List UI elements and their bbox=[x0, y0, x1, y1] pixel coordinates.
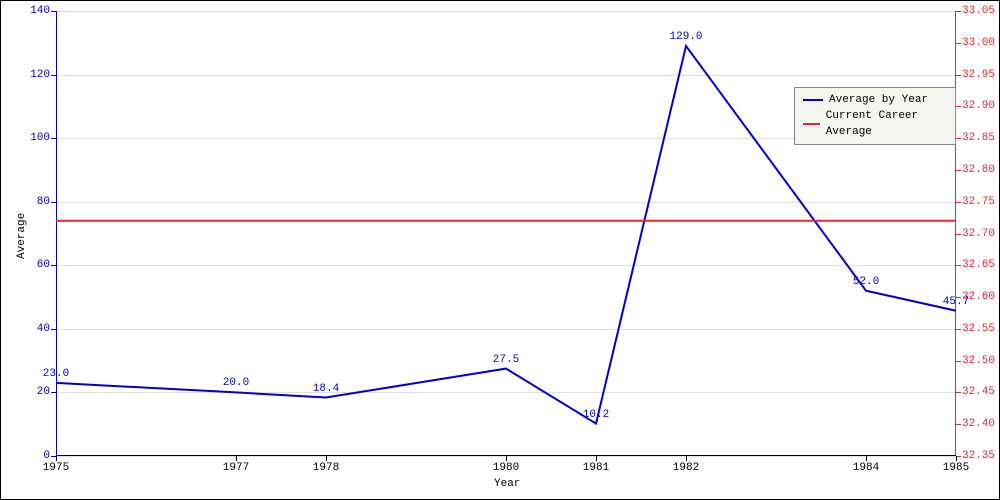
x-tick-label: 1980 bbox=[493, 462, 519, 474]
y-left-tick-label: 20 bbox=[37, 386, 50, 398]
y-right-tick-label: 32.95 bbox=[962, 69, 995, 81]
x-tick bbox=[686, 456, 687, 461]
y-left-tick-label: 0 bbox=[43, 450, 50, 462]
x-tick bbox=[956, 456, 957, 461]
y-right-tick bbox=[956, 75, 961, 76]
legend-item: Average by Year bbox=[803, 92, 947, 108]
y-right-tick bbox=[956, 202, 961, 203]
y-right-tick bbox=[956, 234, 961, 235]
x-tick-label: 1975 bbox=[43, 462, 69, 474]
x-tick-label: 1982 bbox=[673, 462, 699, 474]
y-right-tick bbox=[956, 11, 961, 12]
y-right-tick-label: 32.55 bbox=[962, 323, 995, 335]
legend-swatch bbox=[803, 99, 823, 101]
y-right-tick bbox=[956, 106, 961, 107]
x-tick bbox=[506, 456, 507, 461]
legend-item: Current Career Average bbox=[803, 108, 947, 140]
y-left-tick-label: 100 bbox=[30, 132, 50, 144]
data-point-label: 129.0 bbox=[669, 31, 702, 43]
x-axis-title: Year bbox=[494, 478, 520, 490]
data-point-label: 45.7 bbox=[943, 296, 969, 308]
x-tick-label: 1977 bbox=[223, 462, 249, 474]
y-axis-title: Average bbox=[16, 212, 28, 258]
y-right-tick-label: 32.35 bbox=[962, 450, 995, 462]
y-right-tick-label: 32.45 bbox=[962, 386, 995, 398]
y-right-tick bbox=[956, 43, 961, 44]
legend-label: Average by Year bbox=[829, 92, 928, 108]
x-tick bbox=[56, 456, 57, 461]
plot-area: 02040608010012014032.3532.4032.4532.5032… bbox=[56, 11, 956, 456]
y-right-tick-label: 32.75 bbox=[962, 196, 995, 208]
y-right-tick bbox=[956, 329, 961, 330]
x-tick bbox=[596, 456, 597, 461]
y-right-tick-label: 33.00 bbox=[962, 37, 995, 49]
x-tick-label: 1981 bbox=[583, 462, 609, 474]
data-point-label: 20.0 bbox=[223, 377, 249, 389]
y-right-tick bbox=[956, 138, 961, 139]
y-left-tick-label: 80 bbox=[37, 196, 50, 208]
y-left-tick-label: 40 bbox=[37, 323, 50, 335]
x-tick bbox=[236, 456, 237, 461]
y-right-tick-label: 32.65 bbox=[962, 259, 995, 271]
y-left-tick-label: 120 bbox=[30, 69, 50, 81]
data-point-label: 18.4 bbox=[313, 383, 339, 395]
series-svg bbox=[56, 11, 956, 456]
y-right-tick bbox=[956, 392, 961, 393]
data-point-label: 52.0 bbox=[853, 276, 879, 288]
y-right-tick-label: 32.70 bbox=[962, 228, 995, 240]
y-right-tick bbox=[956, 361, 961, 362]
x-tick bbox=[866, 456, 867, 461]
x-tick-label: 1984 bbox=[853, 462, 879, 474]
legend: Average by YearCurrent Career Average bbox=[794, 87, 956, 145]
legend-label: Current Career Average bbox=[826, 108, 947, 140]
y-right-tick bbox=[956, 424, 961, 425]
y-right-tick-label: 32.85 bbox=[962, 132, 995, 144]
legend-swatch bbox=[803, 123, 820, 125]
data-point-label: 27.5 bbox=[493, 354, 519, 366]
data-point-label: 10.2 bbox=[583, 409, 609, 421]
chart-container: 0 20 40 60 80 100 120 140 32.35 32.40 32.45 32.50 32… bbox=[0, 0, 1000, 500]
x-tick-label: 1985 bbox=[943, 462, 969, 474]
x-tick-label: 1978 bbox=[313, 462, 339, 474]
y-right-tick-label: 32.50 bbox=[962, 355, 995, 367]
y-right-tick-label: 32.40 bbox=[962, 418, 995, 430]
y-right-tick-label: 32.90 bbox=[962, 100, 995, 112]
y-right-tick-label: 32.80 bbox=[962, 164, 995, 176]
y-right-tick-label: 33.05 bbox=[962, 5, 995, 17]
y-right-tick bbox=[956, 170, 961, 171]
y-left-tick-label: 60 bbox=[37, 259, 50, 271]
y-left-tick-label: 140 bbox=[30, 5, 50, 17]
x-tick bbox=[326, 456, 327, 461]
y-right-tick bbox=[956, 265, 961, 266]
data-point-label: 23.0 bbox=[43, 368, 69, 380]
